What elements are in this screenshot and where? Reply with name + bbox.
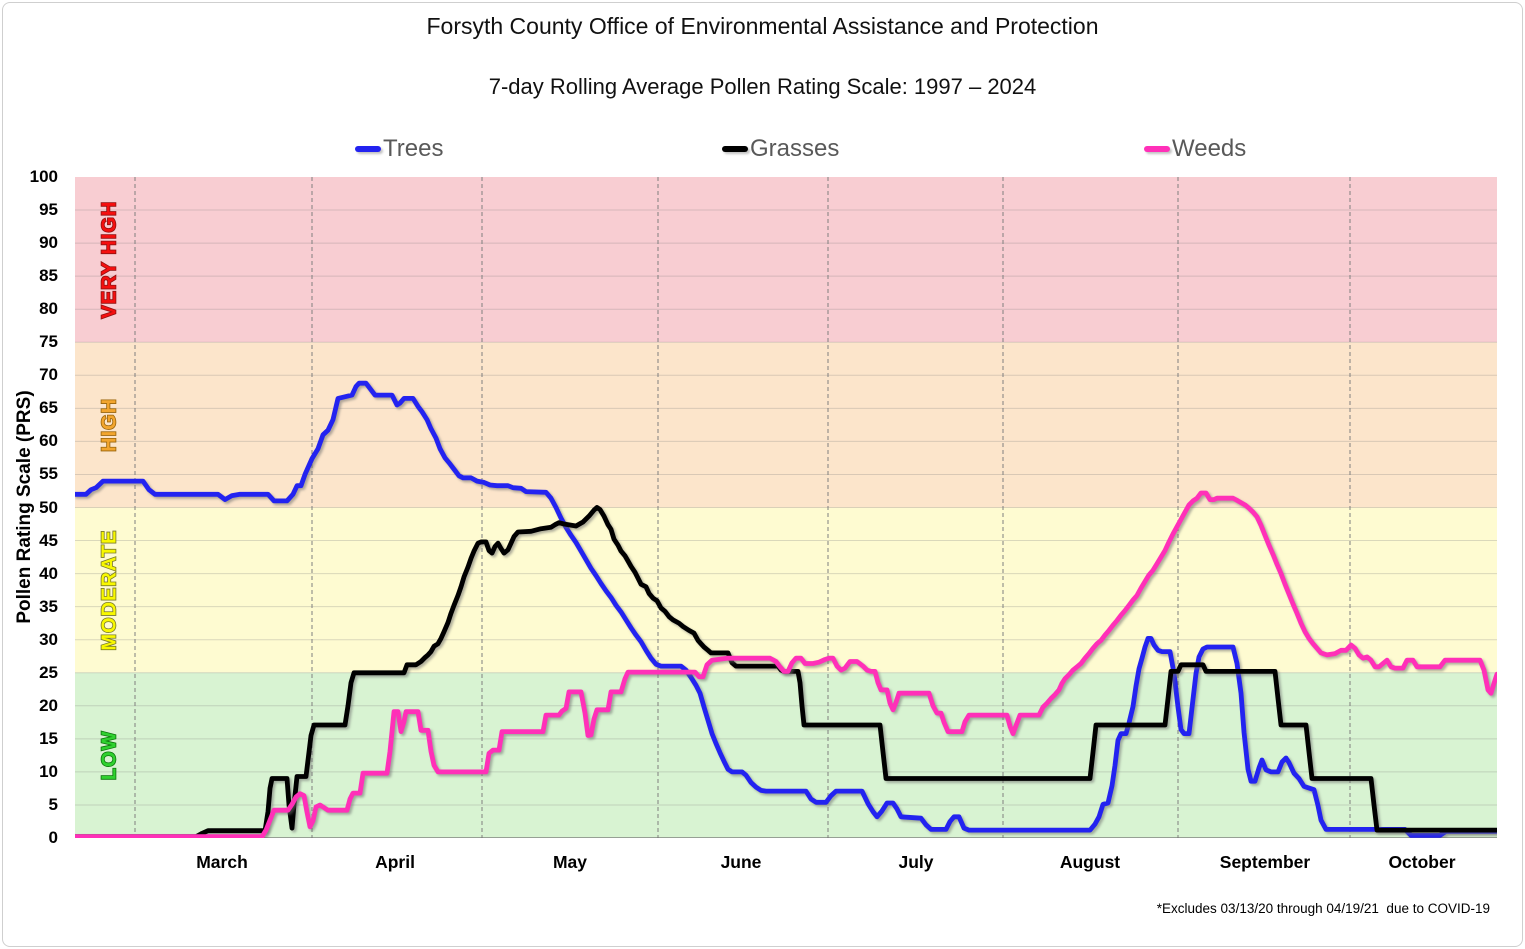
y-tick-label-15: 15 — [39, 728, 58, 748]
month-label-april: April — [375, 852, 415, 872]
pollen-line-chart: VERY HIGH HIGH MODERATE LOW — [72, 177, 1500, 840]
y-tick-label-40: 40 — [39, 563, 58, 583]
y-tick-label-60: 60 — [39, 431, 58, 451]
month-label-may: May — [552, 852, 588, 872]
band-label-high: HIGH — [98, 398, 120, 452]
y-tick-label-95: 95 — [39, 200, 58, 220]
plot-area: VERY HIGH HIGH MODERATE LOW — [72, 177, 1500, 840]
band-very-high — [75, 177, 1497, 343]
y-tick-label-75: 75 — [39, 332, 58, 352]
legend: Trees Grasses Weeds — [0, 134, 1525, 164]
month-label-october: October — [1388, 852, 1456, 872]
band-moderate — [75, 507, 1497, 673]
chart-subtitle: 7-day Rolling Average Pollen Rating Scal… — [488, 74, 1037, 99]
y-tick-label-20: 20 — [39, 695, 58, 715]
y-tick-label-25: 25 — [39, 662, 58, 682]
y-tick-label-70: 70 — [39, 365, 58, 385]
y-tick-label-30: 30 — [39, 629, 58, 649]
legend-label-grasses: Grasses — [750, 135, 840, 162]
y-tick-label-45: 45 — [39, 530, 58, 550]
y-tick-label-55: 55 — [39, 464, 58, 484]
legend-swatch-grasses — [722, 146, 748, 152]
month-label-june: June — [720, 852, 762, 872]
legend-swatch-weeds — [1144, 146, 1170, 152]
y-tick-label-5: 5 — [48, 794, 58, 814]
month-label-september: September — [1219, 852, 1311, 872]
series-line-grasses — [72, 505, 1500, 840]
y-tick-label-0: 0 — [48, 828, 58, 847]
footnote: *Excludes 03/13/20 through 04/19/21 due … — [1156, 901, 1490, 916]
band-high — [75, 342, 1497, 508]
series-line-trees — [72, 380, 1500, 838]
chart-title: Forsyth County Office of Environmental A… — [426, 13, 1099, 39]
y-tick-label-90: 90 — [39, 233, 58, 253]
band-label-very-high: VERY HIGH — [98, 201, 120, 319]
legend-item-trees: Trees — [355, 134, 443, 164]
legend-swatch-trees — [355, 146, 381, 152]
series-line-weeds — [72, 490, 1500, 840]
y-tick-label-65: 65 — [39, 398, 58, 418]
legend-label-weeds: Weeds — [1172, 135, 1247, 162]
y-tick-label-100: 100 — [29, 167, 58, 186]
band-label-low: LOW — [98, 731, 120, 781]
legend-item-weeds: Weeds — [1144, 134, 1246, 164]
legend-label-trees: Trees — [383, 135, 444, 162]
y-tick-label-35: 35 — [39, 596, 58, 616]
legend-item-grasses: Grasses — [722, 134, 839, 164]
month-label-march: March — [196, 852, 248, 872]
month-label-august: August — [1059, 852, 1121, 872]
month-label-july: July — [898, 852, 934, 872]
y-tick-label-85: 85 — [39, 266, 58, 286]
y-tick-label-10: 10 — [39, 761, 58, 781]
band-label-moderate: MODERATE — [98, 530, 120, 651]
y-tick-label-80: 80 — [39, 299, 58, 319]
y-tick-label-50: 50 — [39, 497, 58, 517]
